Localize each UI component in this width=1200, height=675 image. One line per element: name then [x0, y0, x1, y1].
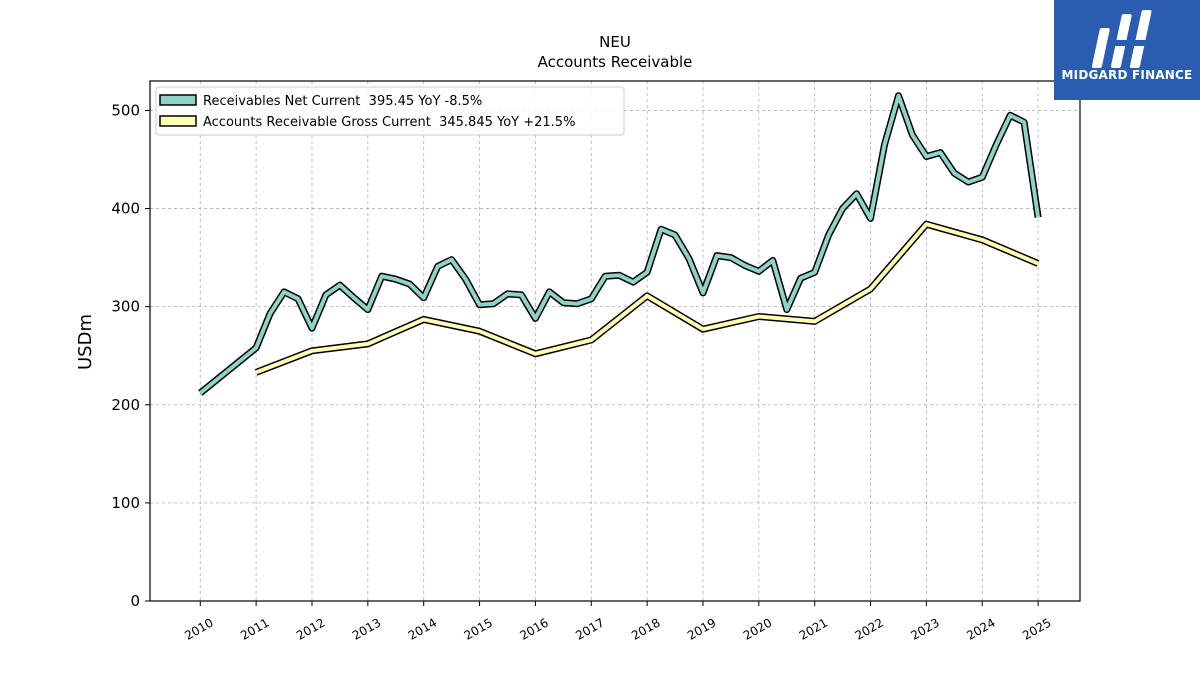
x-tick-label: 2019 [685, 615, 718, 642]
y-tick-label: 300 [111, 298, 140, 316]
x-tick-label: 2024 [964, 615, 997, 642]
series-2-line [255, 222, 1039, 375]
legend-swatch-2 [159, 115, 197, 127]
x-tick-label: 2012 [294, 615, 327, 642]
axis-ticks: 0 100 200 300 400 500 2010 2011 2012 2013 2014 2015… [111, 101, 1053, 642]
x-tick-label: 2015 [462, 615, 495, 642]
legend-swatch-1 [159, 94, 197, 106]
x-tick-label: 2025 [1020, 615, 1053, 642]
logo-text: MIDGARD FINANCE [1061, 68, 1193, 82]
x-tick-label: 2011 [238, 615, 271, 642]
midgard-finance-logo: MIDGARD FINANCE [1054, 0, 1200, 100]
x-tick-label: 2022 [853, 615, 886, 642]
midgard-logo-icon [1091, 10, 1152, 68]
y-tick-label: 100 [111, 494, 140, 512]
y-tick-label: 500 [111, 101, 140, 119]
y-axis-label: USDm [75, 314, 96, 370]
x-tick-label: 2018 [629, 615, 662, 642]
legend: Receivables Net Current 395.45 YoY -8.5%… [155, 86, 625, 136]
x-tick-label: 2023 [908, 615, 941, 642]
series-1-line [199, 93, 1041, 395]
x-tick-label: 2013 [350, 615, 383, 642]
grid-lines [150, 81, 1080, 602]
x-tick-label: 2021 [797, 615, 830, 642]
y-tick-label: 0 [130, 592, 140, 610]
y-tick-label: 400 [111, 200, 140, 218]
plot-frame [149, 80, 1081, 602]
legend-box [155, 86, 625, 136]
legend-label-2: Accounts Receivable Gross Current 345.84… [203, 115, 575, 130]
x-tick-label: 2016 [517, 615, 550, 642]
x-tick-label: 2010 [182, 615, 215, 642]
y-tick-label: 200 [111, 396, 140, 414]
x-tick-label: 2014 [406, 615, 439, 642]
x-tick-label: 2020 [741, 615, 774, 642]
x-tick-label: 2017 [573, 615, 606, 642]
legend-label-1: Receivables Net Current 395.45 YoY -8.5% [203, 94, 482, 109]
chart-title: NEU [599, 33, 631, 51]
chart-subtitle: Accounts Receivable [538, 53, 693, 71]
series-lines [198, 92, 1042, 396]
